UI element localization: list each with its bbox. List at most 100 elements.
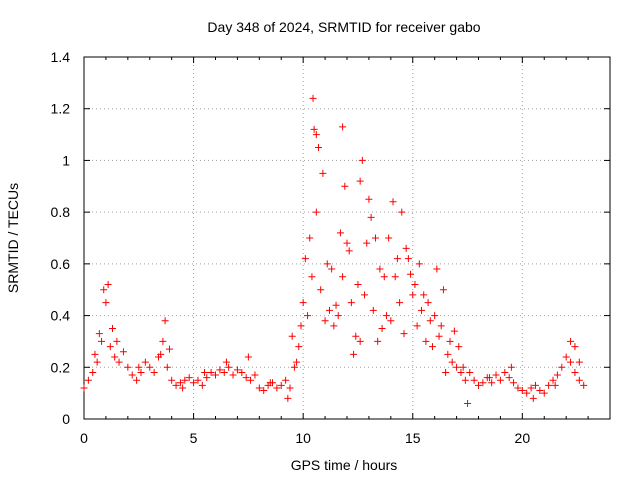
data-point [461,376,469,384]
data-point [319,169,327,177]
data-point [575,358,583,366]
y-axis-label: SRMTID / TECUs [5,183,21,293]
data-point [402,244,410,252]
data-point [540,389,548,397]
data-point [137,368,145,376]
data-point [374,337,382,345]
data-point [216,366,224,374]
data-point [562,353,570,361]
data-point [567,358,575,366]
data-point [382,312,390,320]
data-point [244,353,252,361]
data-point [306,234,314,242]
data-point [575,376,583,384]
data-point [181,376,189,384]
data-point [400,330,408,338]
y-tick-label: 0 [62,411,70,427]
data-point [255,384,263,392]
data-point [119,348,127,356]
data-point [325,306,333,314]
data-point [507,363,515,371]
data-point [361,291,369,299]
data-point [426,317,434,325]
data-point [389,198,397,206]
y-tick-label: 0.6 [51,256,71,272]
data-point [115,358,123,366]
data-point [198,381,206,389]
data-point [102,299,110,307]
x-tick-label: 0 [80,430,88,446]
data-point [295,343,303,351]
data-point [332,301,340,309]
data-point [549,376,557,384]
data-point [207,368,215,376]
data-point [378,325,386,332]
data-point [501,368,509,376]
data-point [428,343,436,351]
data-point [387,317,395,325]
data-point [444,350,452,358]
data-point [450,327,458,335]
data-point [108,325,116,332]
data-point [157,350,165,358]
data-point [194,376,202,384]
data-point [128,371,136,379]
data-point [247,376,255,384]
data-point [514,384,522,392]
data-point [176,379,184,387]
data-point [299,299,307,307]
axis-ticks [83,56,610,420]
data-point [571,343,579,351]
data-point [135,363,143,371]
data-point [459,363,467,371]
data-point [328,265,336,273]
data-point [312,208,320,216]
data-point [212,371,219,379]
data-point [106,343,114,351]
data-point [238,368,246,376]
data-point [336,229,344,237]
data-point [293,358,301,366]
data-point [222,358,230,366]
data-point [385,234,393,242]
data-point [545,381,553,389]
data-point [113,337,121,345]
x-tick-label: 5 [190,430,198,446]
data-point [492,371,500,379]
data-point [321,317,329,325]
data-point [523,389,531,397]
data-point [435,332,443,340]
data-point [518,387,526,395]
data-point [190,379,198,387]
data-point [439,286,447,294]
data-point [455,343,463,351]
data-point [345,247,353,255]
data-point [420,291,428,299]
data-point [266,379,274,387]
data-point [350,350,358,358]
data-point [367,213,375,221]
data-point [89,368,97,376]
data-point [437,322,445,330]
data-point [558,363,566,371]
data-point [393,255,401,263]
data-point [334,312,342,320]
data-point [453,363,461,371]
data-point [363,239,371,247]
data-point [356,337,364,345]
data-point [457,368,465,376]
data-point [168,376,176,384]
data-point [531,381,539,389]
data-point [150,368,158,376]
data-point [277,381,285,389]
data-point [485,374,493,382]
y-tick-label: 1.4 [51,49,71,65]
data-point [356,177,364,185]
tick-labels: 0 5 10 15 20 0 0.2 0.4 0.6 0.8 1 1.2 1.4 [51,49,531,446]
data-point [317,286,325,294]
data-point [124,363,132,371]
data-point [433,265,441,273]
data-point [407,270,415,278]
data-point [323,260,331,268]
data-point [242,374,250,382]
